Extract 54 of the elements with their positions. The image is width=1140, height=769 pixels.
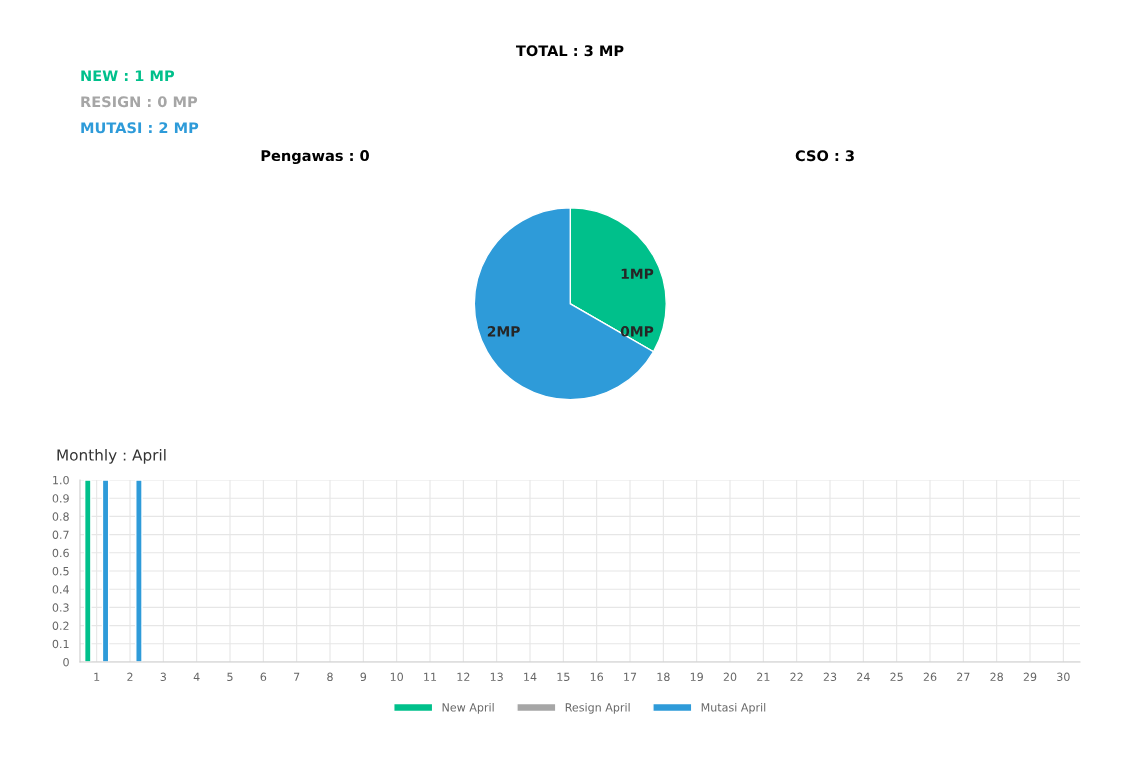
text: Pengawas : 0	[261, 150, 369, 165]
y-tick-label: 0.4	[52, 585, 69, 594]
x-tick-label: 22	[790, 672, 803, 681]
x-tick-label: 19	[690, 672, 703, 682]
x-tick-label: 18	[657, 672, 670, 682]
x-tick-label: 27	[957, 672, 970, 681]
text: TOTAL : 3 MP	[515, 45, 624, 57]
y-tick-label: 0.2	[52, 621, 69, 630]
data-label: 1MP	[621, 268, 654, 279]
x-tick-label: 20	[723, 672, 737, 682]
y-tick-label: 0.5	[52, 566, 69, 576]
legend-label: Resign April	[565, 702, 630, 714]
x-tick-label: 14	[524, 672, 537, 681]
chart-title: Monthly : April	[57, 448, 166, 464]
y-tick-label: 0	[63, 657, 69, 667]
x-tick-label: 7	[294, 672, 300, 681]
x-tick-label: 17	[624, 672, 637, 681]
x-tick-label: 16	[590, 672, 604, 682]
x-tick-label: 21	[757, 672, 770, 681]
text: NEW : 1 MP	[81, 70, 175, 82]
y-tick-label: 0.6	[52, 548, 69, 558]
x-tick-label: 4	[193, 672, 200, 681]
x-tick-label: 15	[557, 672, 570, 682]
data-label: 2MP	[487, 326, 520, 337]
legend-label: Mutasi April	[701, 702, 766, 714]
x-tick-label: 8	[327, 672, 333, 682]
x-tick-label: 3	[160, 672, 166, 682]
x-tick-label: 1	[94, 672, 100, 681]
x-tick-label: 12	[457, 672, 470, 681]
y-tick-label: 0.1	[52, 639, 69, 649]
x-tick-label: 11	[424, 672, 437, 681]
y-tick-label: 0.8	[52, 512, 69, 521]
text: 0MP	[620, 326, 654, 337]
x-tick-label: 23	[823, 672, 837, 682]
legend-label: New April	[442, 702, 494, 714]
text: CSO : 3	[795, 150, 854, 162]
text: MUTASI : 2 MP	[81, 122, 199, 134]
text: RESIGN : 0 MP	[81, 96, 198, 108]
x-tick-label: 25	[890, 672, 903, 682]
y-tick-label: 1.0	[53, 475, 69, 485]
x-tick-label: 13	[490, 672, 503, 682]
x-tick-label: 30	[1057, 672, 1070, 682]
x-tick-label: 26	[923, 672, 937, 682]
x-tick-label: 29	[1023, 672, 1037, 682]
y-tick-label: 0.7	[52, 530, 69, 539]
y-tick-label: 0.3	[52, 603, 69, 612]
x-tick-label: 2	[127, 672, 133, 681]
x-tick-label: 28	[990, 672, 1003, 682]
x-tick-label: 9	[360, 672, 367, 682]
x-tick-label: 5	[227, 672, 233, 682]
x-tick-label: 24	[857, 672, 870, 681]
x-tick-label: 10	[390, 672, 403, 682]
x-tick-label: 6	[260, 672, 267, 682]
y-tick-label: 0.9	[52, 494, 69, 503]
